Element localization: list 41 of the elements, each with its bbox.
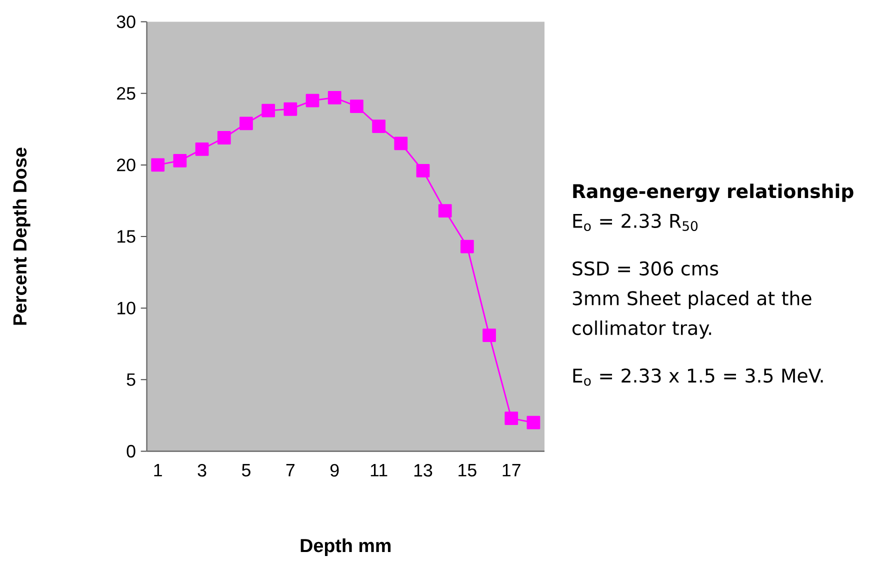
text: E$_{o}$ = 2.33 R$_{50}$ xyxy=(573,214,698,231)
y-tick-label: 10 xyxy=(118,302,136,314)
x-tick-label: 5 xyxy=(242,464,250,476)
point xyxy=(217,130,231,144)
point xyxy=(394,136,408,150)
x-axis-title: Depth mm xyxy=(300,538,391,556)
point xyxy=(284,102,298,116)
text: 3mm Sheet placed at the collimator tray. xyxy=(572,290,812,339)
point xyxy=(460,240,474,254)
point xyxy=(482,328,496,342)
text: SSD = 306 cms xyxy=(572,261,718,276)
x-tick-label: 17 xyxy=(502,464,520,476)
point xyxy=(504,411,518,425)
text: E$_{o}$ = 2.33 x 1.5 = 3.5 MeV. xyxy=(573,368,823,386)
x-tick-label: 7 xyxy=(286,464,294,476)
point xyxy=(306,94,320,108)
point xyxy=(350,99,364,113)
point xyxy=(173,154,187,168)
x-tick-label: 13 xyxy=(414,464,432,477)
y-tick-label: 20 xyxy=(117,158,136,172)
point xyxy=(438,204,452,218)
point xyxy=(372,119,386,133)
x-tick-label: 3 xyxy=(198,464,206,477)
x-tick-label: 9 xyxy=(330,464,339,477)
point xyxy=(416,164,430,178)
y-tick-label: 30 xyxy=(116,15,136,28)
x-tick-label: 11 xyxy=(370,464,388,476)
x-tick-label: 1 xyxy=(154,464,162,476)
y-tick-label: 15 xyxy=(118,230,136,243)
point xyxy=(240,116,253,130)
y-tick-label: 25 xyxy=(117,86,136,100)
y-axis-title: Percent Depth Dose xyxy=(12,148,30,325)
x-tick-label: 15 xyxy=(458,464,476,476)
point xyxy=(262,104,276,118)
text: Range-energy relationship xyxy=(573,184,854,202)
point xyxy=(151,158,165,172)
point xyxy=(526,416,540,430)
point xyxy=(328,90,342,104)
point xyxy=(195,142,209,156)
y-tick-label: 0 xyxy=(126,444,136,458)
y-tick-label: 5 xyxy=(126,373,136,386)
